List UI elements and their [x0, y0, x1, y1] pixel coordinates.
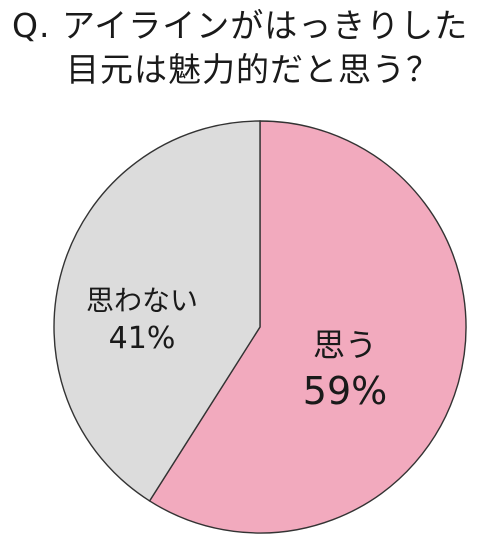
chart-title: Q. アイラインがはっきりした 目元は魅力的だと思う？: [0, 4, 500, 92]
pie-labels: 思う 59% 思わない 41%: [86, 284, 387, 413]
pie-slice-no: [53, 120, 261, 502]
pie-slices: [53, 120, 467, 534]
slice-label-no: 思わない: [86, 284, 198, 317]
chart-title-line1: Q. アイラインがはっきりした: [12, 6, 469, 45]
chart-title-line2: 目元は魅力的だと思う？: [66, 50, 440, 89]
slice-value-no: 41%: [109, 321, 176, 356]
pie-slice-yes: [148, 120, 467, 534]
slice-value-yes: 59%: [303, 369, 387, 413]
slice-label-yes: 思う: [313, 326, 377, 364]
